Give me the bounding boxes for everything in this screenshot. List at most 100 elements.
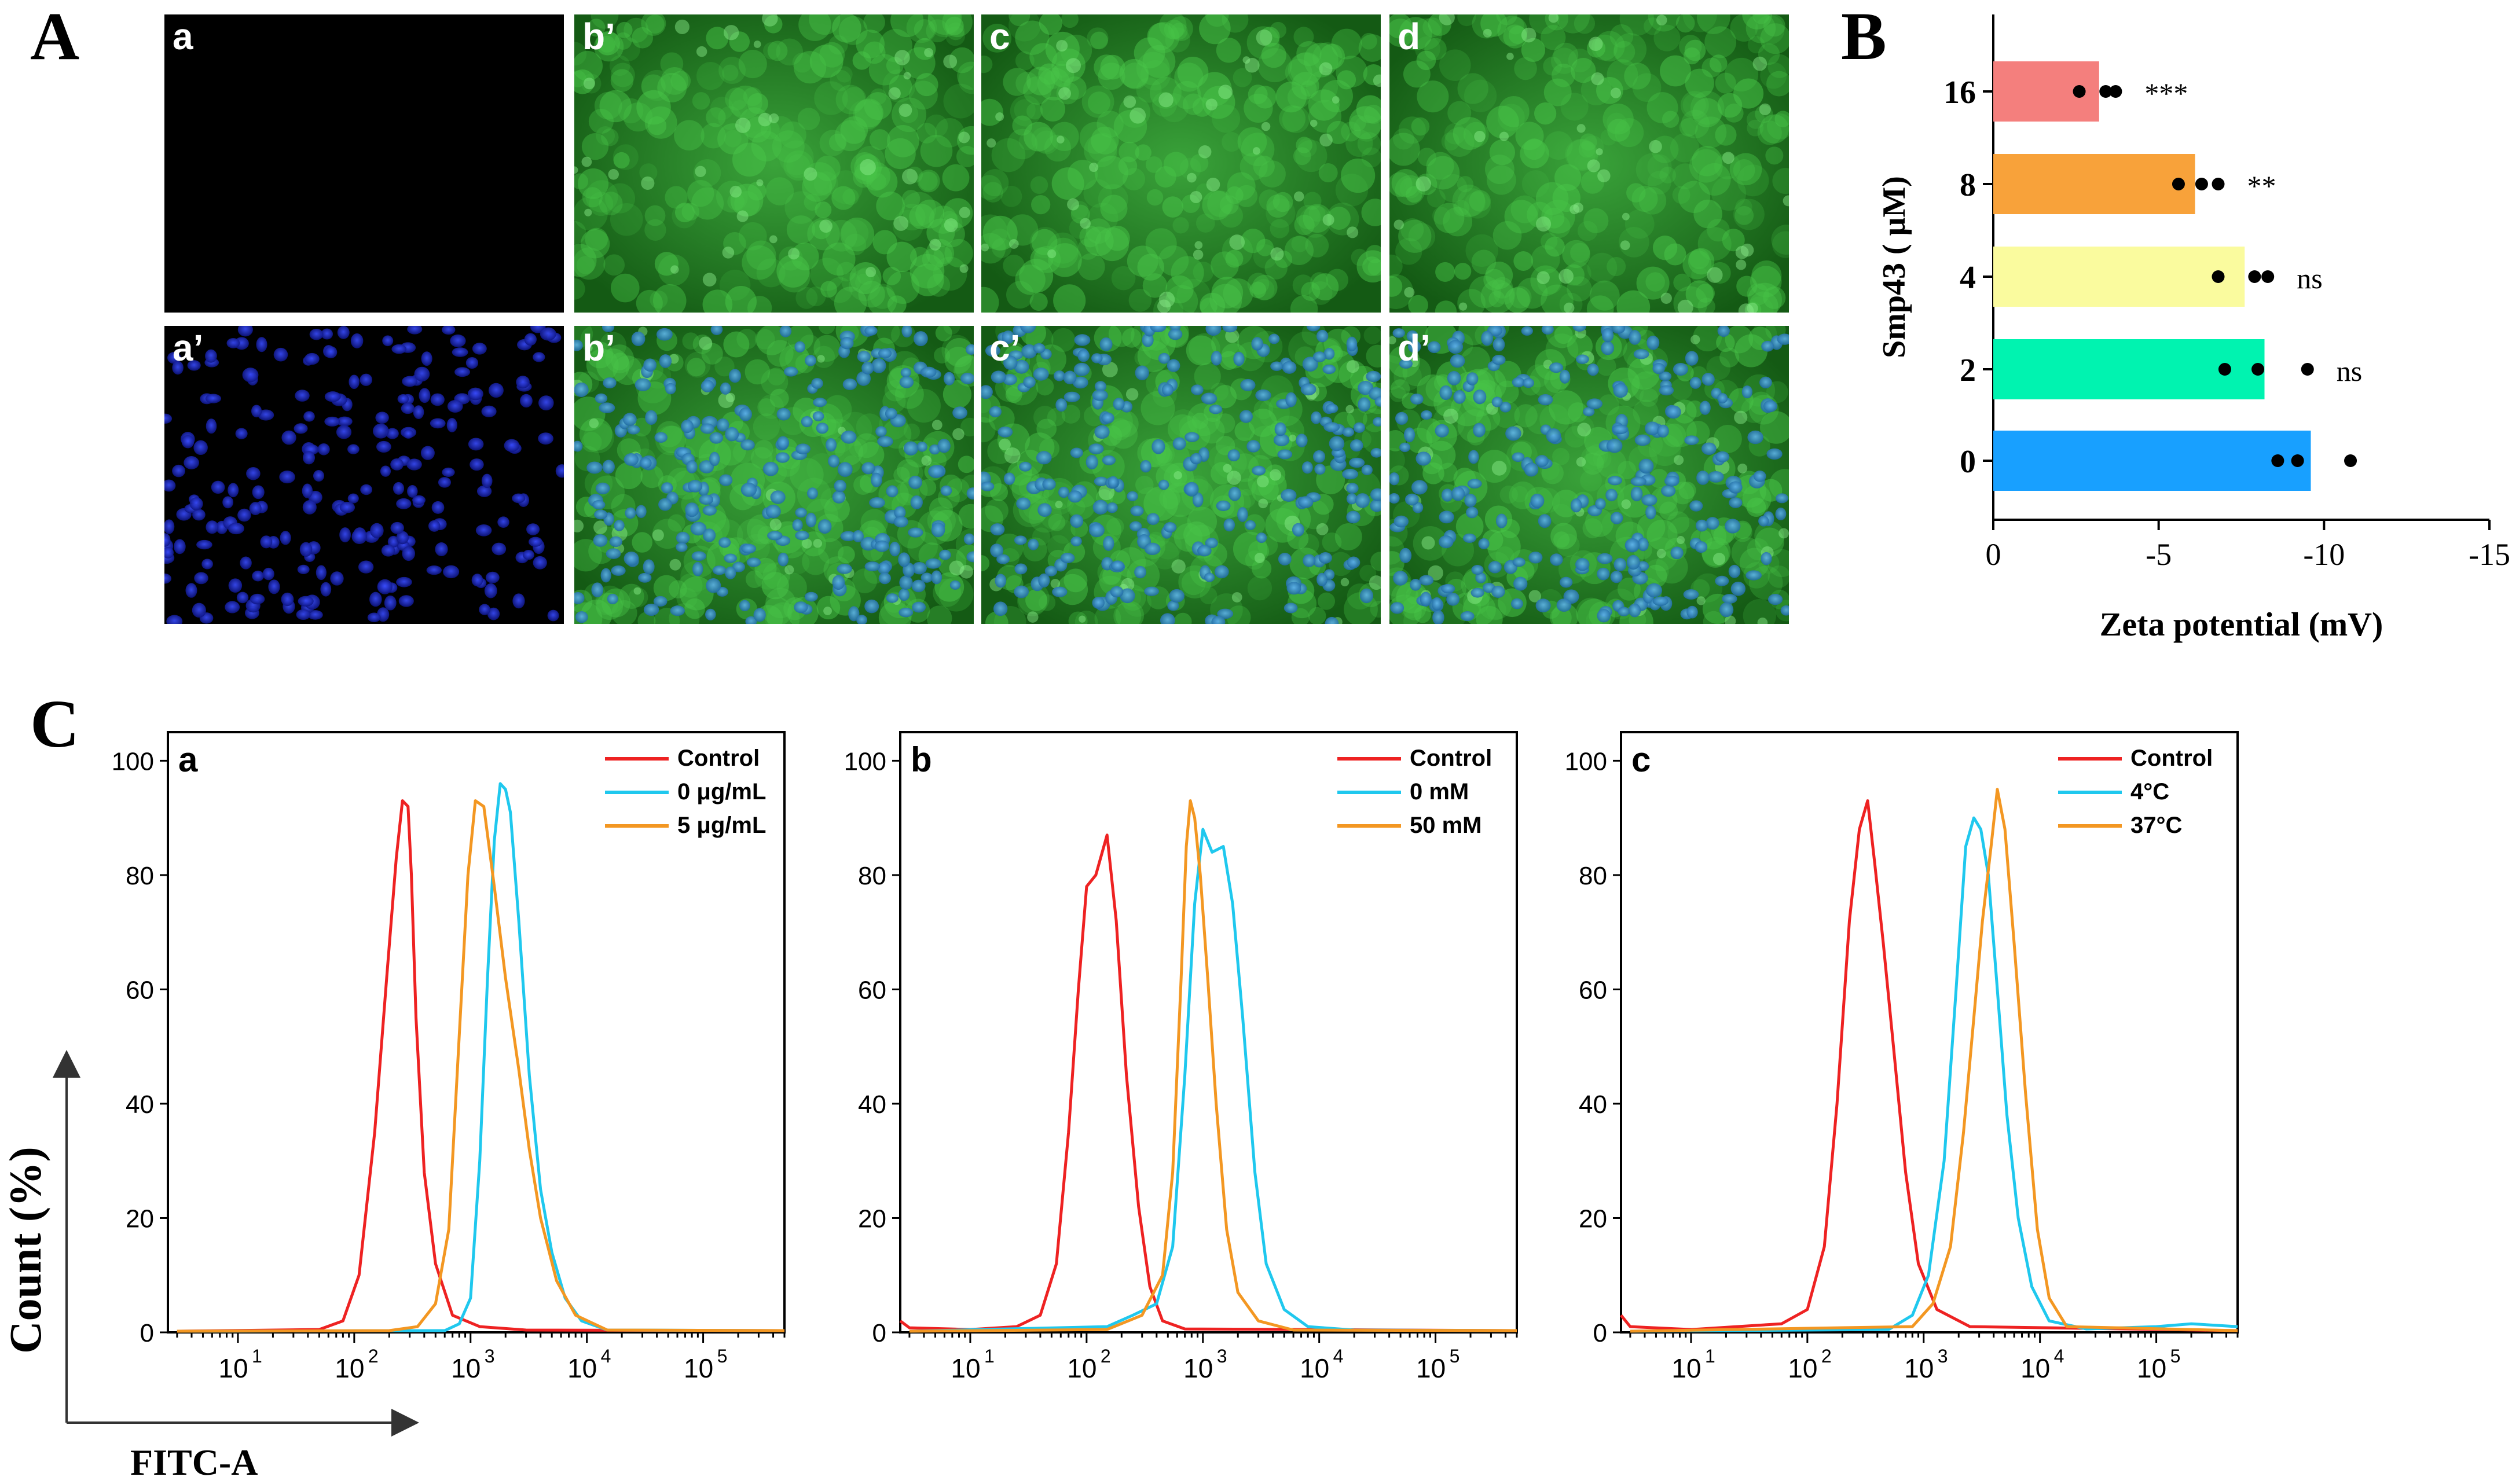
y-tick-label: 20 <box>126 1204 154 1233</box>
panel-label: a <box>178 740 198 779</box>
micrograph-label: b’ <box>582 16 615 57</box>
micrograph-label: c’ <box>989 327 1020 369</box>
micrograph-tile: b’ <box>574 326 974 624</box>
data-point <box>2301 363 2314 376</box>
micrograph-background <box>164 326 564 624</box>
legend-label: 5 μg/mL <box>677 813 766 838</box>
plot-frame <box>1620 731 2239 1334</box>
legend-label: 50 mM <box>1410 813 1482 838</box>
legend-label: 37°C <box>2130 813 2182 838</box>
x-tick-label: 10 <box>1067 1353 1097 1383</box>
plot-frame <box>899 731 1518 1334</box>
x-tick-exponent: 3 <box>485 1346 495 1367</box>
x-tick-label: 10 <box>218 1353 248 1383</box>
micrograph-tile: a’ <box>164 326 564 624</box>
x-tick-label: 10 <box>1671 1353 1701 1383</box>
micrograph-label: d’ <box>1398 327 1431 369</box>
data-point <box>2344 454 2357 467</box>
significance-label: *** <box>2144 77 2188 109</box>
legend-label: Control <box>1410 745 1492 771</box>
y-tick-label: 60 <box>858 976 886 1004</box>
x-tick-exponent: 4 <box>601 1346 611 1367</box>
x-tick-exponent: 2 <box>368 1346 379 1367</box>
series-line <box>909 799 1517 1333</box>
x-tick-label: 10 <box>951 1353 980 1383</box>
y-tick-label: 40 <box>126 1090 154 1119</box>
significance-label: ns <box>2297 262 2322 295</box>
data-point <box>2271 454 2284 467</box>
plot-frame <box>167 731 786 1334</box>
y-tick-label: 0 <box>1593 1319 1607 1347</box>
micrograph-tile: a <box>164 14 564 313</box>
x-tick-exponent: 3 <box>1938 1346 1948 1367</box>
x-tick-label: -5 <box>2146 537 2172 572</box>
x-tick-label: 10 <box>2020 1353 2050 1383</box>
micrograph-label: c <box>989 16 1010 57</box>
micrograph-grid: a b’ c d a’ b’ c’ d’ <box>164 14 1789 624</box>
y-tick-label: 0 <box>1960 444 1976 480</box>
y-tick-label: 40 <box>858 1090 886 1119</box>
legend-label: 0 μg/mL <box>677 779 766 805</box>
x-tick-exponent: 1 <box>252 1346 262 1367</box>
micrograph-tile: c <box>981 14 1381 313</box>
series-line <box>177 782 785 1333</box>
x-tick-label: 10 <box>1300 1353 1329 1383</box>
y-tick-label: 60 <box>126 976 154 1004</box>
panel-letter-b: B <box>1841 0 1887 74</box>
x-tick-label: 10 <box>1183 1353 1213 1383</box>
micrograph-label: d <box>1398 16 1420 57</box>
y-tick-label: 16 <box>1943 75 1976 111</box>
micrograph-label: a’ <box>173 327 203 369</box>
bar <box>1993 431 2311 491</box>
y-tick-label: 20 <box>1579 1204 1607 1233</box>
zeta-potential-chart: 0 -5 -10 -15 16 *** 8 ** 4 ns 2 ns 0 Smp43 ( μM) Zeta … <box>1876 14 2510 643</box>
y-tick-label: 8 <box>1960 167 1976 203</box>
data-point <box>2099 85 2113 98</box>
data-point <box>2218 363 2231 376</box>
data-point <box>2212 270 2225 283</box>
y-tick-label: 80 <box>126 862 154 890</box>
x-tick-label: 10 <box>567 1353 597 1383</box>
y-tick-label: 80 <box>1579 862 1607 890</box>
data-point <box>2261 270 2275 283</box>
y-tick-label: 2 <box>1960 352 1976 388</box>
x-tick-exponent: 1 <box>984 1346 995 1367</box>
y-tick-label: 80 <box>858 862 886 890</box>
legend-label: 4°C <box>2130 779 2169 805</box>
x-tick-label: -15 <box>2469 537 2510 572</box>
series-line <box>177 799 785 1333</box>
fitc-axis-label: FITC-A <box>130 1442 258 1483</box>
micrograph-background <box>1389 14 1789 313</box>
significance-label: ** <box>2247 170 2276 202</box>
y-axis-title: Smp43 ( μM) <box>1876 176 1912 358</box>
micrograph-tile: c’ <box>981 326 1381 624</box>
legend-label: Control <box>2130 745 2213 771</box>
data-point <box>2291 454 2304 467</box>
x-tick-label: 10 <box>335 1353 364 1383</box>
panel-label: b <box>911 740 932 779</box>
y-tick-label: 100 <box>844 747 886 776</box>
series-line <box>909 828 1517 1333</box>
x-tick-label: 10 <box>1416 1353 1446 1383</box>
bar <box>1993 154 2195 214</box>
series-line <box>1630 788 2238 1333</box>
bar <box>1993 247 2245 307</box>
y-tick-label: 20 <box>858 1204 886 1233</box>
x-tick-exponent: 4 <box>1333 1346 1344 1367</box>
series-line <box>1620 799 2238 1332</box>
micrograph-tile: d <box>1389 14 1789 313</box>
panel-letter-a: A <box>30 0 79 74</box>
series-line <box>899 833 1517 1332</box>
panel-label: c <box>1631 740 1651 779</box>
x-tick-label: 10 <box>451 1353 481 1383</box>
series-line <box>1630 816 2238 1333</box>
y-tick-label: 40 <box>1579 1090 1607 1119</box>
panel-letter-c: C <box>30 686 79 762</box>
x-tick-label: 10 <box>684 1353 713 1383</box>
data-point <box>2109 85 2122 98</box>
series-line <box>177 799 785 1333</box>
data-point <box>2251 363 2265 376</box>
